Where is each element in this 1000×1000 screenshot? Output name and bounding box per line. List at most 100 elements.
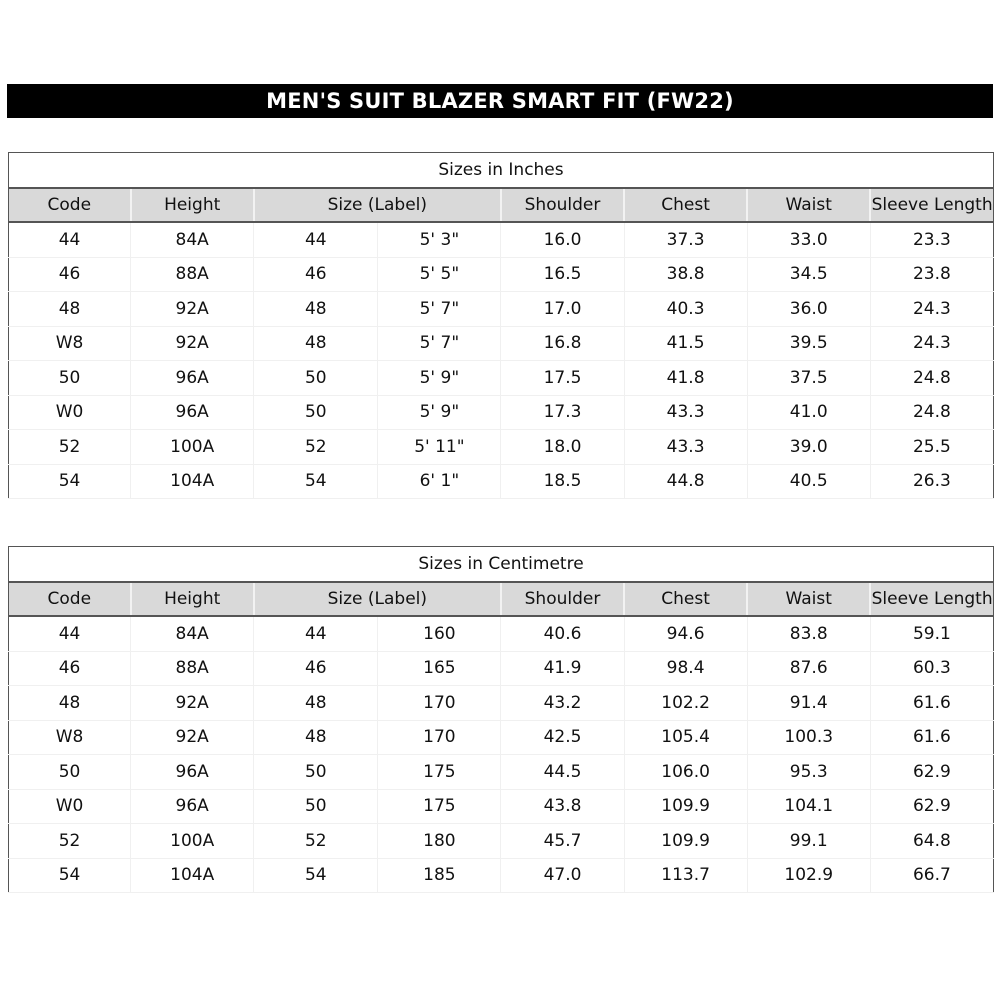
column-header: Sleeve Length	[869, 582, 994, 617]
column-header: Size (Label)	[252, 582, 501, 617]
table-cell: 43.8	[500, 789, 625, 824]
table-cell: 5' 7"	[377, 326, 501, 361]
table-cell: 83.8	[746, 616, 871, 652]
table-cell: 46	[253, 651, 378, 686]
table-cell: 41.8	[623, 360, 748, 396]
table-row: W8 92A 48 170 42.5 105.4 100.3 61.6	[8, 720, 994, 755]
table-cell: 61.6	[869, 685, 994, 721]
table-cell: 102.2	[623, 685, 748, 721]
table-cell: 43.2	[500, 685, 625, 721]
table-row: 46 88A 46 165 41.9 98.4 87.6 60.3	[8, 651, 994, 686]
table-row: 52 100A 52 180 45.7 109.9 99.1 64.8	[8, 823, 994, 859]
table-cell: 16.8	[500, 326, 625, 361]
table-cell: 48	[8, 291, 131, 327]
table-cell: 36.0	[746, 291, 871, 327]
table-cell: 40.3	[623, 291, 748, 327]
column-header: Waist	[746, 582, 871, 617]
column-header: Shoulder	[499, 188, 625, 223]
table-row: 44 84A 44 160 40.6 94.6 83.8 59.1	[8, 616, 994, 652]
table-cell: 104A	[130, 858, 254, 893]
table-cell: 50	[8, 754, 131, 790]
table-cell: 48	[8, 685, 131, 721]
table-cell: 92A	[130, 720, 254, 755]
column-header: Shoulder	[499, 582, 625, 617]
table-cell: 5' 9"	[377, 360, 501, 396]
table-cell: 17.5	[500, 360, 625, 396]
table-cell: W8	[8, 326, 131, 361]
table-cell: 39.0	[746, 429, 871, 465]
inches-size-table: Sizes in Inches Code Height Size (Label) Sho…	[8, 152, 994, 499]
table-row: W0 96A 50 175 43.8 109.9 104.1 62.9	[8, 789, 994, 824]
table-cell: 44	[253, 222, 378, 258]
table-cell: 47.0	[500, 858, 625, 893]
table-cell: 59.1	[869, 616, 994, 652]
centimetre-size-table: Sizes in Centimetre Code Height Size (Label…	[8, 546, 994, 893]
table-cell: 40.6	[500, 616, 625, 652]
table-cell: 25.5	[869, 429, 994, 465]
table-cell: 160	[377, 616, 501, 652]
table-cell: 39.5	[746, 326, 871, 361]
table-cell: 46	[8, 651, 131, 686]
table-cell: 24.3	[869, 326, 994, 361]
table-cell: 91.4	[746, 685, 871, 721]
table-cell: 54	[8, 464, 131, 499]
table-row: 48 92A 48 5' 7" 17.0 40.3 36.0 24.3	[8, 291, 994, 327]
table-cell: 41.9	[500, 651, 625, 686]
table-cell: 50	[253, 789, 378, 824]
column-header: Chest	[623, 188, 748, 223]
table-cell: 87.6	[746, 651, 871, 686]
table-cell: 41.5	[623, 326, 748, 361]
table-cell: 46	[253, 257, 378, 292]
table-cell: 23.8	[869, 257, 994, 292]
table-cell: 96A	[130, 360, 254, 396]
table-cell: 24.8	[869, 360, 994, 396]
table-cell: 175	[377, 754, 501, 790]
table-cell: W8	[8, 720, 131, 755]
table-row: 48 92A 48 170 43.2 102.2 91.4 61.6	[8, 685, 994, 721]
table-cell: 5' 5"	[377, 257, 501, 292]
table-cell: 26.3	[869, 464, 994, 499]
column-header: Chest	[623, 582, 748, 617]
table-cell: 88A	[130, 651, 254, 686]
table-cell: 165	[377, 651, 501, 686]
column-header: Sleeve Length	[869, 188, 994, 223]
table-row: 50 96A 50 5' 9" 17.5 41.8 37.5 24.8	[8, 360, 994, 396]
table-cell: 48	[253, 685, 378, 721]
table-cell: 5' 7"	[377, 291, 501, 327]
table-cell: 37.3	[623, 222, 748, 258]
table-cell: 185	[377, 858, 501, 893]
table-row: 54 104A 54 6' 1" 18.5 44.8 40.5 26.3	[8, 464, 994, 499]
table-cell: 92A	[130, 326, 254, 361]
table-cell: 96A	[130, 789, 254, 824]
table-cell: 52	[8, 429, 131, 465]
table-cell: 18.0	[500, 429, 625, 465]
table-row: 52 100A 52 5' 11" 18.0 43.3 39.0 25.5	[8, 429, 994, 465]
column-header: Waist	[746, 188, 871, 223]
table-cell: 24.8	[869, 395, 994, 430]
table-cell: 44	[8, 222, 131, 258]
table-row: 54 104A 54 185 47.0 113.7 102.9 66.7	[8, 858, 994, 893]
table-cell: 106.0	[623, 754, 748, 790]
table-cell: 54	[253, 464, 378, 499]
table-cell: 104A	[130, 464, 254, 499]
table-cell: 61.6	[869, 720, 994, 755]
column-header: Height	[129, 188, 254, 223]
table-caption: Sizes in Centimetre	[8, 546, 994, 583]
table-cell: 100.3	[746, 720, 871, 755]
table-cell: 41.0	[746, 395, 871, 430]
table-cell: 66.7	[869, 858, 994, 893]
table-cell: 98.4	[623, 651, 748, 686]
table-cell: 64.8	[869, 823, 994, 859]
table-cell: 105.4	[623, 720, 748, 755]
table-cell: 170	[377, 685, 501, 721]
column-header: Code	[8, 188, 131, 223]
table-cell: 50	[253, 395, 378, 430]
table-cell: 17.3	[500, 395, 625, 430]
page-title: MEN'S SUIT BLAZER SMART FIT (FW22)	[7, 84, 993, 118]
table-cell: 5' 11"	[377, 429, 501, 465]
table-cell: 100A	[130, 429, 254, 465]
table-cell: 16.0	[500, 222, 625, 258]
table-cell: 102.9	[746, 858, 871, 893]
table-cell: 62.9	[869, 754, 994, 790]
table-cell: 109.9	[623, 789, 748, 824]
